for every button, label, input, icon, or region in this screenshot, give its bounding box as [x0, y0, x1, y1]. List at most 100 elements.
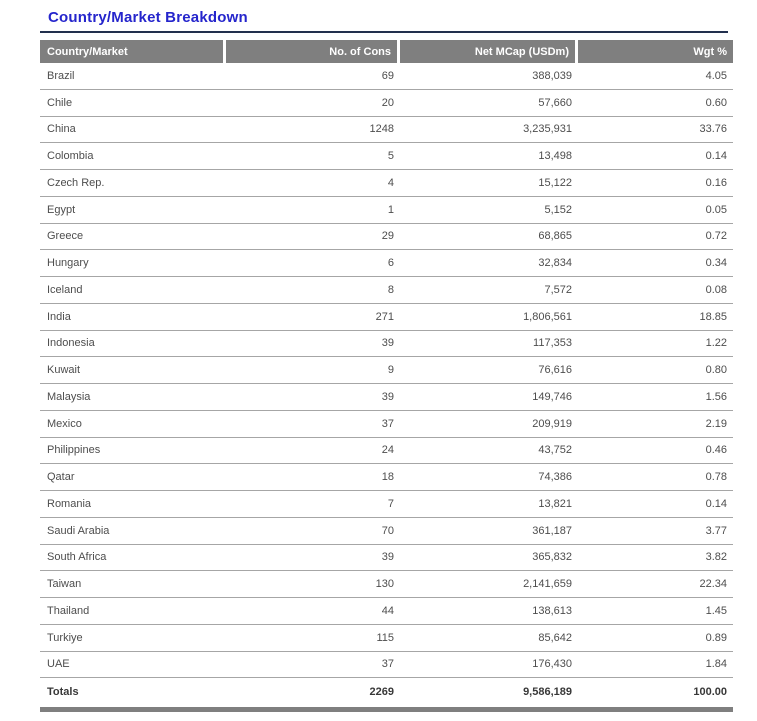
column-header-no-of-cons: No. of Cons [226, 40, 400, 63]
table-row: India 271 1,806,561 18.85 [40, 304, 733, 331]
cell-cons: 271 [226, 304, 400, 331]
cell-wgt: 0.72 [578, 224, 733, 251]
cell-mcap: 2,141,659 [400, 571, 578, 598]
column-header-country-market: Country/Market [40, 40, 226, 63]
table-body: Brazil 69 388,039 4.05 Chile 20 57,660 0.60 Chin… [40, 63, 733, 679]
cell-mcap: 388,039 [400, 63, 578, 90]
table-row: Taiwan 130 2,141,659 22.34 [40, 571, 733, 598]
cell-wgt: 3.82 [578, 545, 733, 572]
totals-net-mcap: 9,586,189 [523, 685, 572, 698]
cell-wgt: 1.22 [578, 331, 733, 358]
column-header-net-mcap: Net MCap (USDm) [400, 40, 578, 63]
cell-mcap: 3,235,931 [400, 117, 578, 144]
table-row: Turkiye 115 85,642 0.89 [40, 625, 733, 652]
cell-mcap: 5,152 [400, 197, 578, 224]
cell-cons: 4 [226, 170, 400, 197]
table-header: Country/Market No. of Cons Net MCap (USD… [40, 40, 733, 63]
cell-country: China [40, 117, 226, 144]
totals-wgt-pct: 100.00 [693, 685, 727, 698]
cell-mcap: 1,806,561 [400, 304, 578, 331]
cell-wgt: 1.84 [578, 652, 733, 679]
cell-wgt: 0.89 [578, 625, 733, 652]
title-underline-rule [40, 31, 728, 33]
cell-country: India [40, 304, 226, 331]
cell-country: Kuwait [40, 357, 226, 384]
cell-country: Egypt [40, 197, 226, 224]
table-row: Iceland 8 7,572 0.08 [40, 277, 733, 304]
cell-country: Turkiye [40, 625, 226, 652]
cell-cons: 1 [226, 197, 400, 224]
cell-mcap: 361,187 [400, 518, 578, 545]
cell-mcap: 74,386 [400, 464, 578, 491]
cell-cons: 44 [226, 598, 400, 625]
cell-country: South Africa [40, 545, 226, 572]
cell-wgt: 0.80 [578, 357, 733, 384]
cell-cons: 1248 [226, 117, 400, 144]
cell-mcap: 7,572 [400, 277, 578, 304]
country-market-breakdown-table: Country/Market No. of Cons Net MCap (USD… [40, 40, 733, 705]
cell-wgt: 4.05 [578, 63, 733, 90]
cell-cons: 115 [226, 625, 400, 652]
cell-mcap: 76,616 [400, 357, 578, 384]
cell-country: Indonesia [40, 331, 226, 358]
cell-cons: 39 [226, 331, 400, 358]
table-row: Philippines 24 43,752 0.46 [40, 438, 733, 465]
cell-mcap: 57,660 [400, 90, 578, 117]
cell-mcap: 13,821 [400, 491, 578, 518]
table-row: Czech Rep. 4 15,122 0.16 [40, 170, 733, 197]
cell-cons: 6 [226, 250, 400, 277]
cell-country: Qatar [40, 464, 226, 491]
cell-cons: 39 [226, 545, 400, 572]
cell-country: Iceland [40, 277, 226, 304]
table-row: Mexico 37 209,919 2.19 [40, 411, 733, 438]
table-row: Qatar 18 74,386 0.78 [40, 464, 733, 491]
cell-mcap: 13,498 [400, 143, 578, 170]
table-row: Malaysia 39 149,746 1.56 [40, 384, 733, 411]
totals-label: Totals [47, 685, 79, 698]
cell-wgt: 0.34 [578, 250, 733, 277]
cell-cons: 39 [226, 384, 400, 411]
cell-cons: 24 [226, 438, 400, 465]
cell-country: Colombia [40, 143, 226, 170]
cell-country: Hungary [40, 250, 226, 277]
cell-wgt: 0.60 [578, 90, 733, 117]
table-header-row: Country/Market No. of Cons Net MCap (USD… [40, 40, 733, 63]
table-footer: Totals 2269 9,586,189 100.00 [40, 678, 733, 705]
table-row: China 1248 3,235,931 33.76 [40, 117, 733, 144]
cell-wgt: 1.45 [578, 598, 733, 625]
cell-mcap: 43,752 [400, 438, 578, 465]
cell-country: Thailand [40, 598, 226, 625]
table-row: Saudi Arabia 70 361,187 3.77 [40, 518, 733, 545]
cell-mcap: 209,919 [400, 411, 578, 438]
cell-cons: 20 [226, 90, 400, 117]
table-row: Thailand 44 138,613 1.45 [40, 598, 733, 625]
cell-country: Greece [40, 224, 226, 251]
cell-wgt: 0.78 [578, 464, 733, 491]
totals-row: Totals 2269 9,586,189 100.00 [40, 678, 733, 705]
cell-cons: 37 [226, 652, 400, 679]
cell-mcap: 117,353 [400, 331, 578, 358]
cell-wgt: 0.05 [578, 197, 733, 224]
table-row: Kuwait 9 76,616 0.80 [40, 357, 733, 384]
cell-country: UAE [40, 652, 226, 679]
cell-mcap: 68,865 [400, 224, 578, 251]
totals-cons: 2269 [369, 685, 394, 698]
cell-cons: 18 [226, 464, 400, 491]
cell-wgt: 0.08 [578, 277, 733, 304]
cell-country: Chile [40, 90, 226, 117]
cell-cons: 69 [226, 63, 400, 90]
cell-mcap: 85,642 [400, 625, 578, 652]
page-title: Country/Market Breakdown [48, 9, 248, 26]
cell-wgt: 0.46 [578, 438, 733, 465]
cell-cons: 9 [226, 357, 400, 384]
cell-cons: 7 [226, 491, 400, 518]
table-row: Greece 29 68,865 0.72 [40, 224, 733, 251]
cell-wgt: 0.16 [578, 170, 733, 197]
cell-wgt: 18.85 [578, 304, 733, 331]
table-row: Romania 7 13,821 0.14 [40, 491, 733, 518]
cell-mcap: 176,430 [400, 652, 578, 679]
table-row: Brazil 69 388,039 4.05 [40, 63, 733, 90]
cell-mcap: 365,832 [400, 545, 578, 572]
cell-cons: 37 [226, 411, 400, 438]
